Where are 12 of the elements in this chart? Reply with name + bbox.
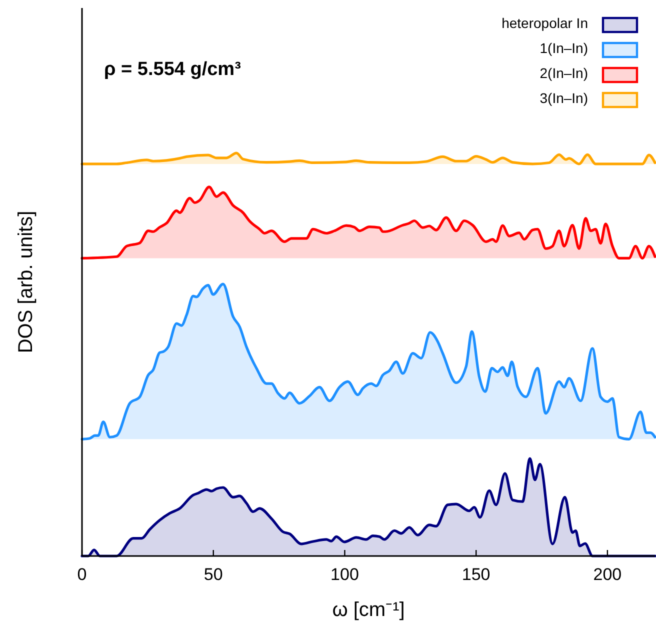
legend-label: heteropolar In: [502, 15, 588, 31]
legend-label: 2(In–In): [540, 65, 588, 81]
x-tick-label: 100: [330, 565, 359, 584]
legend-label: 1(In–In): [540, 40, 588, 56]
x-axis-title: ω [cm⁻¹]: [332, 599, 405, 621]
x-tick-label: 50: [204, 565, 223, 584]
legend-label: 3(In–In): [540, 90, 588, 106]
x-tick-label: 200: [593, 565, 622, 584]
x-tick-label: 150: [462, 565, 490, 584]
x-tick-label: 0: [77, 565, 87, 584]
y-axis-title: DOS [arb. units]: [15, 210, 37, 354]
text: ρ = 5.554 g/cm³: [104, 59, 241, 80]
